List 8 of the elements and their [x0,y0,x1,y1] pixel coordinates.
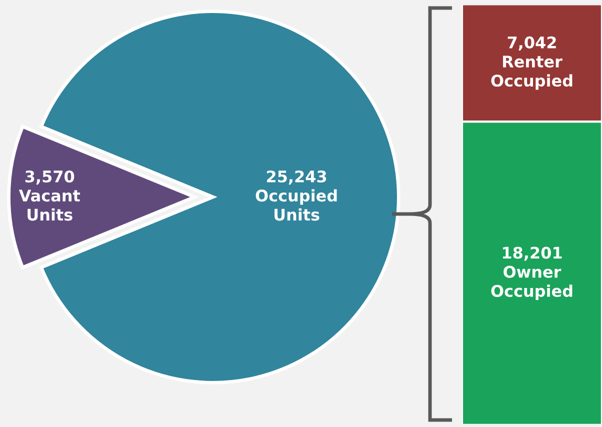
data-label: 7,042 [508,36,556,51]
series-label: Owner Occupied [491,266,572,300]
data-label: 3,570 [25,170,74,185]
data-label: 25,243 [266,170,326,185]
data-label: 18,201 [502,246,562,261]
slice-label: Vacant Units [18,190,80,221]
slice-label: Occupied Units [256,189,337,221]
series-label: Renter Occupied [491,56,572,90]
